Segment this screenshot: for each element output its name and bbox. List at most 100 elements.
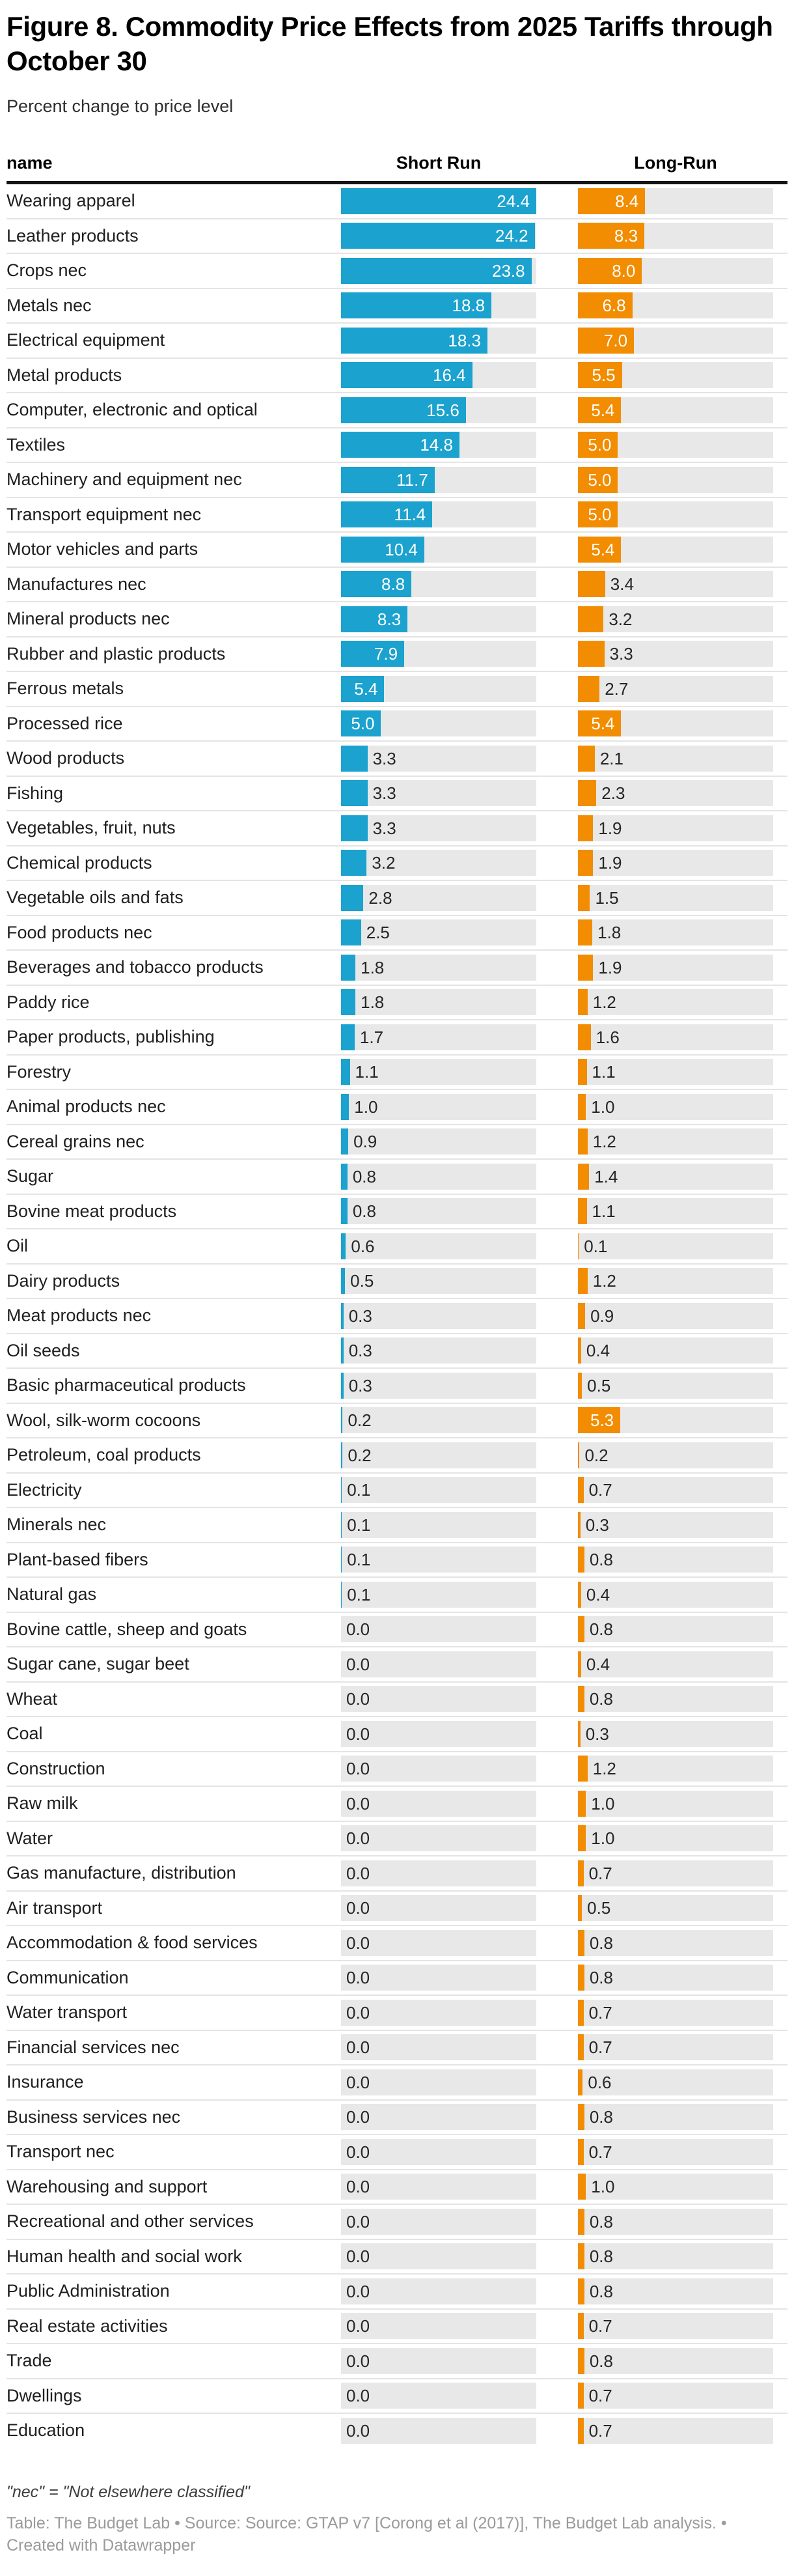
long-run-bar-track: 0.8	[578, 1616, 773, 1643]
table-row: Machinery and equipment nec 11.7 5.0	[7, 463, 787, 498]
commodity-name: Electrical equipment	[7, 330, 165, 350]
table-row: Human health and social work 0.0 0.8	[7, 2240, 787, 2275]
table-row: Electricity 0.1 0.7	[7, 1474, 787, 1508]
short-run-bar-track: 0.0	[341, 2417, 536, 2444]
commodity-name: Wool, silk-worm cocoons	[7, 1410, 201, 1430]
value-label: 0.0	[346, 2281, 370, 2301]
table-row: Vegetable oils and fats 2.8 1.5	[7, 881, 787, 916]
commodity-name: Basic pharmaceutical products	[7, 1375, 246, 1395]
value-label: 5.3	[590, 1410, 614, 1431]
long-run-bar: 8.0	[578, 257, 642, 284]
commodity-name: Transport equipment nec	[7, 504, 202, 524]
value-label: 1.8	[361, 957, 385, 977]
short-run-bar-track: 0.0	[341, 1686, 536, 1713]
long-run-bar-track: 1.8	[578, 919, 773, 946]
commodity-name: Textiles	[7, 434, 66, 455]
table-row: Sugar 0.8 1.4	[7, 1160, 787, 1195]
table-row: Communication 0.0 0.8	[7, 1961, 787, 1996]
table-row: Paper products, publishing 1.7 1.6	[7, 1020, 787, 1056]
commodity-name: Air transport	[7, 1897, 103, 1918]
table-row: Natural gas 0.1 0.4	[7, 1578, 787, 1613]
long-run-bar-track: 1.1	[578, 1198, 773, 1225]
long-run-bar-track: 0.1	[578, 1233, 773, 1259]
short-run-bar-track: 24.4	[341, 188, 536, 214]
short-run-bar	[341, 1198, 348, 1225]
commodity-name: Minerals nec	[7, 1515, 107, 1535]
value-label: 1.7	[359, 1027, 384, 1047]
short-run-bar: 18.8	[341, 292, 492, 319]
short-run-bar-track: 7.9	[341, 641, 536, 667]
short-run-bar: 5.0	[341, 710, 381, 737]
table-row: Vegetables, fruit, nuts 3.3 1.9	[7, 811, 787, 847]
value-label: 18.3	[448, 330, 481, 350]
value-label: 0.0	[346, 1968, 370, 1988]
value-label: 24.4	[497, 191, 530, 211]
short-run-bar-track: 10.4	[341, 536, 536, 563]
long-run-bar-track: 0.6	[578, 2069, 773, 2095]
short-run-bar-track: 1.8	[341, 954, 536, 981]
source-line: Table: The Budget Lab • Source: Source: …	[7, 2513, 727, 2555]
short-run-bar-track: 0.1	[341, 1477, 536, 1504]
short-run-bar-track: 0.0	[341, 2034, 536, 2061]
short-run-bar-track: 0.1	[341, 1511, 536, 1538]
value-label: 3.3	[609, 644, 633, 664]
short-run-bar-track: 3.3	[341, 815, 536, 841]
value-label: 3.3	[372, 748, 396, 768]
value-label: 0.8	[589, 1550, 613, 1570]
value-label: 0.7	[588, 2386, 612, 2406]
short-run-bar-track: 0.0	[341, 2104, 536, 2131]
value-label: 1.1	[592, 1062, 616, 1082]
long-run-bar: 7.0	[578, 327, 635, 354]
value-label: 0.0	[346, 2002, 370, 2023]
short-run-bar	[341, 1372, 344, 1399]
commodity-name: Dwellings	[7, 2385, 82, 2405]
table-row: Dairy products 0.5 1.2	[7, 1265, 787, 1299]
value-label: 0.8	[352, 1166, 376, 1186]
commodity-name: Transport nec	[7, 2142, 115, 2162]
long-run-bar-track: 0.7	[578, 2138, 773, 2165]
long-run-bar: 5.4	[578, 536, 622, 563]
table-row: Bovine meat products 0.8 1.1	[7, 1195, 787, 1229]
short-run-bar-track: 5.4	[341, 675, 536, 702]
short-run-bar	[341, 1024, 355, 1050]
short-run-bar-track: 11.7	[341, 466, 536, 493]
commodity-name: Education	[7, 2420, 85, 2441]
long-run-bar-track: 0.4	[578, 1581, 773, 1608]
value-label: 0.3	[585, 1515, 609, 1535]
table-row: Construction 0.0 1.2	[7, 1752, 787, 1787]
value-label: 0.6	[588, 2072, 612, 2092]
long-run-bar-track: 0.7	[578, 1999, 773, 2026]
table-row: Fishing 3.3 2.3	[7, 777, 787, 811]
short-run-bar	[341, 1477, 342, 1504]
long-run-bar-track: 7.0	[578, 327, 773, 354]
short-run-bar-track: 2.8	[341, 884, 536, 911]
long-run-bar	[578, 2383, 584, 2409]
commodity-name: Water transport	[7, 2002, 128, 2023]
long-run-bar-track: 5.4	[578, 536, 773, 563]
value-label: 0.3	[348, 1375, 372, 1395]
commodity-name: Wheat	[7, 1688, 58, 1709]
long-run-bar-track: 0.8	[578, 1929, 773, 1956]
short-run-bar-track: 11.4	[341, 501, 536, 528]
value-label: 0.2	[584, 1445, 609, 1465]
long-run-bar	[578, 1337, 581, 1364]
long-run-bar	[578, 1302, 586, 1329]
long-run-bar	[578, 606, 604, 632]
commodity-name: Financial services nec	[7, 2037, 180, 2057]
commodity-name: Warehousing and support	[7, 2176, 208, 2196]
short-run-bar-track: 0.1	[341, 1547, 536, 1573]
value-label: 0.5	[587, 1898, 611, 1918]
short-run-bar	[341, 954, 356, 981]
value-label: 1.0	[591, 1828, 615, 1849]
commodity-name: Crops nec	[7, 260, 87, 281]
short-run-bar-track: 14.8	[341, 432, 536, 458]
table-row: Rubber and plastic products 7.9 3.3	[7, 637, 787, 672]
value-label: 0.0	[346, 2351, 370, 2371]
commodity-name: Metals nec	[7, 295, 92, 315]
column-header-name: name	[7, 153, 53, 173]
short-run-bar	[341, 1128, 349, 1155]
short-run-bar-track: 0.0	[341, 1965, 536, 1991]
long-run-bar	[578, 1442, 580, 1468]
short-run-bar	[341, 1268, 346, 1295]
table-row: Processed rice 5.0 5.4	[7, 707, 787, 742]
